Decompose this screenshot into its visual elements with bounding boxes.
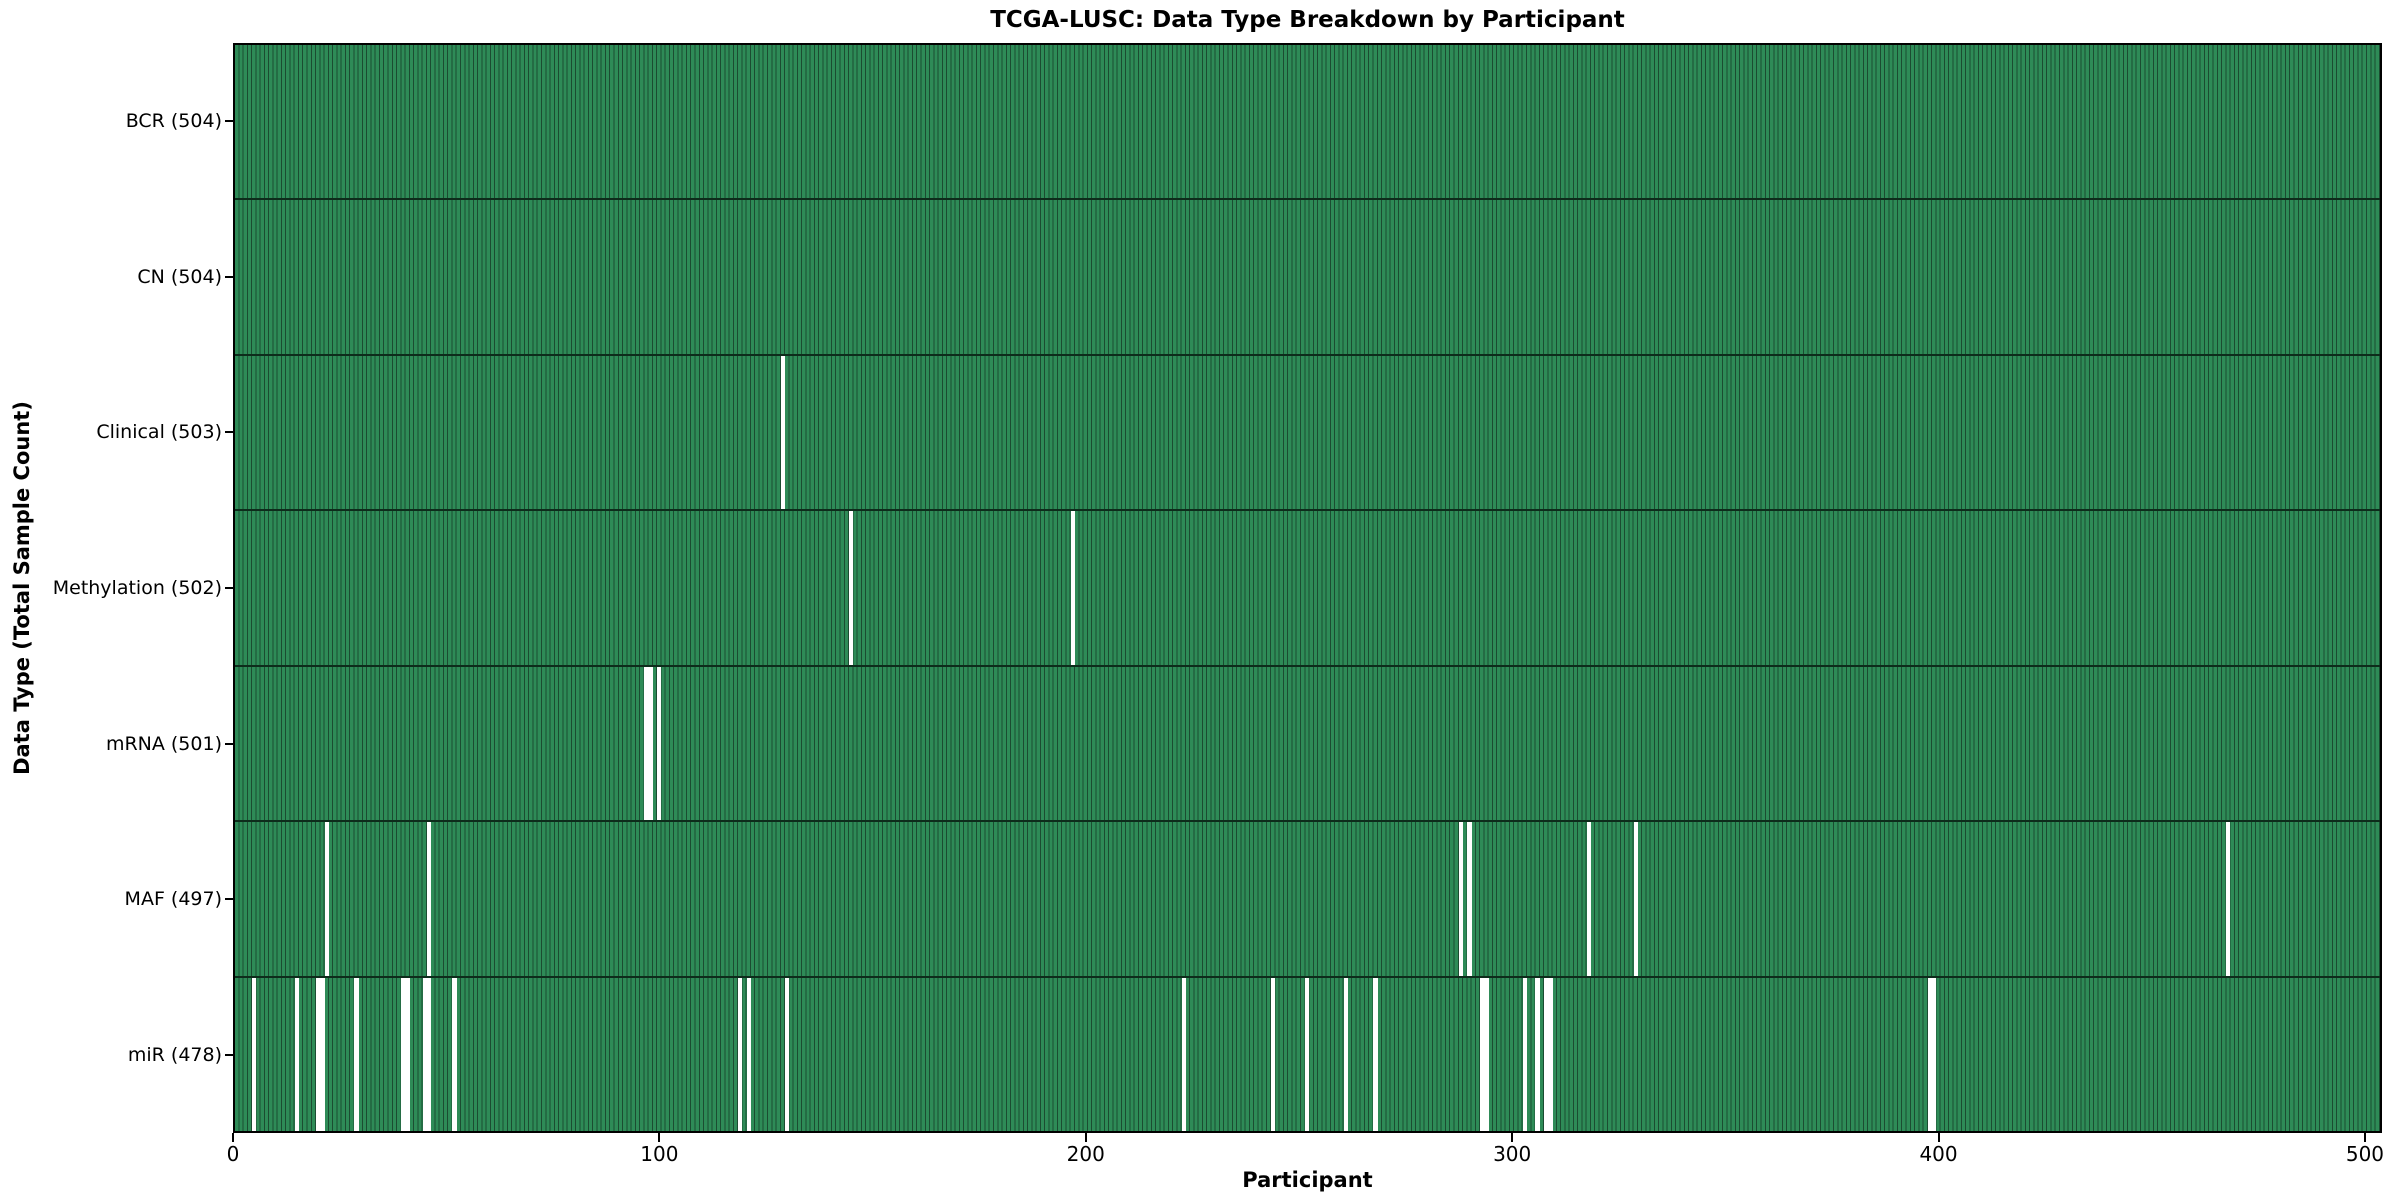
row-band-cn	[235, 200, 2380, 356]
absent-gap	[1522, 977, 1527, 1131]
ytick-mark	[225, 587, 233, 589]
absent-gap	[2226, 822, 2231, 976]
absent-gap	[1305, 977, 1310, 1131]
absent-gap	[1467, 822, 1472, 976]
absent-gap	[1535, 977, 1540, 1131]
xtick-mark	[232, 1133, 234, 1142]
row-band-mir	[235, 977, 2380, 1131]
absent-gap	[354, 977, 359, 1131]
absent-gap	[405, 977, 410, 1131]
ytick-label-cn: CN (504)	[137, 265, 222, 288]
absent-gap	[1458, 822, 1463, 976]
ytick-label-mir: miR (478)	[127, 1044, 222, 1067]
row-band-mrna	[235, 666, 2380, 823]
absent-gap	[746, 977, 751, 1131]
xtick-label-200: 200	[1066, 1142, 1105, 1166]
absent-gap	[1181, 977, 1186, 1131]
absent-gap	[320, 977, 325, 1131]
absent-gap	[648, 666, 653, 821]
ytick-mark	[225, 898, 233, 901]
row-band-methylation	[235, 511, 2380, 667]
absent-gap	[1070, 511, 1075, 665]
absent-gap	[1548, 977, 1553, 1131]
absent-gap	[426, 822, 432, 976]
ytick-label-mrna: mRNA (501)	[105, 732, 222, 755]
absent-gap	[644, 666, 649, 821]
absent-gap	[1343, 977, 1348, 1131]
absent-gap	[1927, 977, 1932, 1131]
xtick-mark	[1937, 1133, 1940, 1142]
chart-title: TCGA-LUSC: Data Type Breakdown by Partic…	[990, 7, 1625, 33]
absent-gap	[1484, 977, 1489, 1131]
xtick-label-0: 0	[226, 1142, 240, 1166]
ytick-label-methylation: Methylation (502)	[52, 577, 222, 599]
xtick-mark	[1511, 1133, 1514, 1142]
absent-gap	[657, 666, 662, 821]
absent-gap	[316, 977, 321, 1131]
absent-gap	[252, 977, 257, 1131]
absent-gap	[324, 822, 329, 976]
xtick-label-300: 300	[1493, 1142, 1532, 1166]
x-axis-title: Participant	[1242, 1168, 1373, 1192]
plot-area: Present Absent	[233, 43, 2382, 1133]
absent-gap	[426, 977, 432, 1131]
absent-gap	[785, 977, 790, 1131]
absent-gap	[294, 977, 299, 1131]
absent-gap	[422, 977, 427, 1131]
xtick-label-100: 100	[640, 1142, 679, 1166]
ytick-label-clinical: Clinical (503)	[96, 421, 222, 444]
xtick-mark	[658, 1133, 661, 1142]
absent-gap	[780, 355, 786, 510]
xtick-label-500: 500	[2345, 1142, 2385, 1166]
row-bands	[235, 45, 2380, 1131]
ytick-mark	[225, 431, 233, 434]
absent-gap	[1586, 822, 1591, 976]
absent-gap	[1932, 977, 1937, 1131]
y-tick-labels: BCR (504) CN (504) Clinical (503) Methylati…	[0, 0, 233, 1200]
absent-gap	[452, 977, 457, 1131]
absent-gap	[401, 977, 406, 1131]
absent-gap	[849, 511, 854, 665]
absent-gap	[1373, 977, 1378, 1131]
absent-gap	[738, 977, 743, 1131]
xtick-label-400: 400	[1919, 1142, 1958, 1166]
ytick-mark	[225, 742, 233, 745]
ytick-mark	[225, 119, 233, 122]
ytick-label-bcr: BCR (504)	[125, 109, 222, 132]
ytick-label-maf: MAF (497)	[124, 888, 222, 911]
absent-gap	[1271, 977, 1276, 1131]
ytick-mark	[225, 1054, 233, 1057]
absent-gap	[1480, 977, 1485, 1131]
row-band-maf	[235, 822, 2380, 978]
absent-gap	[1633, 822, 1638, 976]
ytick-mark	[225, 275, 233, 278]
absent-gap	[1544, 977, 1549, 1131]
row-band-clinical	[235, 355, 2380, 512]
row-band-bcr	[235, 45, 2380, 201]
xtick-mark	[2363, 1133, 2366, 1142]
xtick-mark	[1084, 1133, 1087, 1142]
